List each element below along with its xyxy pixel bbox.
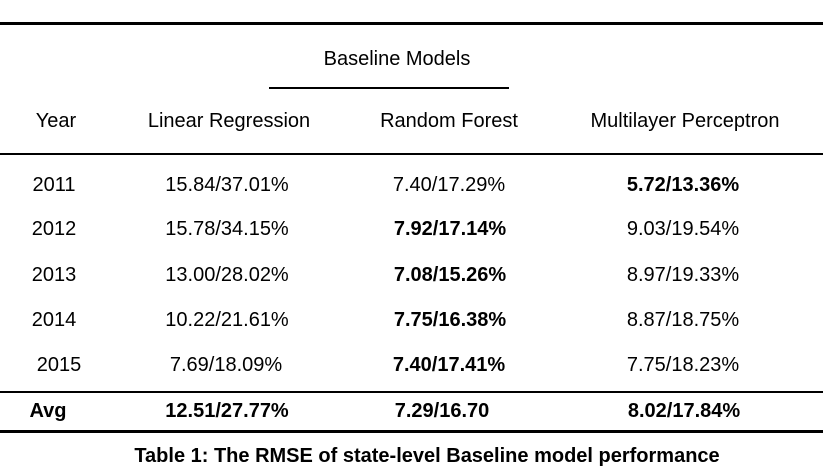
table-row-year: 2013 <box>31 264 77 286</box>
table-cell-random-forest-best: 7.92/17.14% <box>393 218 507 240</box>
table-cell-linear-regression: 15.78/34.15% <box>165 218 289 240</box>
table-cell-random-forest: 7.40/17.29% <box>392 174 506 196</box>
table-cell-multilayer-perceptron: 7.75/18.23% <box>626 354 740 376</box>
table-cell-linear-regression: 13.00/28.02% <box>165 264 289 286</box>
table-cell-random-forest-best: 7.40/17.41% <box>392 354 506 376</box>
column-header-year: Year <box>35 110 77 132</box>
table-cell-random-forest-best: 7.08/15.26% <box>393 264 507 286</box>
table-cell-random-forest-best: 7.75/16.38% <box>393 309 507 331</box>
table-cell-multilayer-perceptron: 8.97/19.33% <box>626 264 740 286</box>
table-cell-multilayer-perceptron: 9.03/19.54% <box>626 218 740 240</box>
column-header-linear-regression: Linear Regression <box>147 110 311 132</box>
table-row-year: 2014 <box>31 309 77 331</box>
table-bottom-rule <box>0 430 823 433</box>
table-cell-multilayer-perceptron-best: 5.72/13.36% <box>626 174 740 196</box>
avg-cell-multilayer-perceptron: 8.02/17.84% <box>627 400 741 422</box>
group-header-baseline-models: Baseline Models <box>323 48 471 70</box>
avg-row-label: Avg <box>29 400 67 422</box>
table-row-year: 2012 <box>31 218 77 240</box>
table-caption: Table 1: The RMSE of state-level Baselin… <box>134 445 720 467</box>
header-bottom-rule <box>0 153 823 155</box>
table-row-year: 2015 <box>36 354 82 376</box>
table-top-rule <box>0 22 823 25</box>
avg-cell-linear-regression: 12.51/27.77% <box>165 400 289 422</box>
table-row-year: 2011 <box>32 174 76 196</box>
table-cell-linear-regression: 10.22/21.61% <box>165 309 289 331</box>
table-cell-linear-regression: 7.69/18.09% <box>169 354 283 376</box>
column-header-random-forest: Random Forest <box>380 110 518 132</box>
table-cell-linear-regression: 15.84/37.01% <box>165 174 289 196</box>
avg-top-rule <box>0 391 823 393</box>
group-header-rule <box>269 87 509 89</box>
column-header-multilayer-perceptron: Multilayer Perceptron <box>590 110 780 132</box>
avg-cell-random-forest: 7.29/16.70 <box>394 400 490 422</box>
table-cell-multilayer-perceptron: 8.87/18.75% <box>626 309 740 331</box>
